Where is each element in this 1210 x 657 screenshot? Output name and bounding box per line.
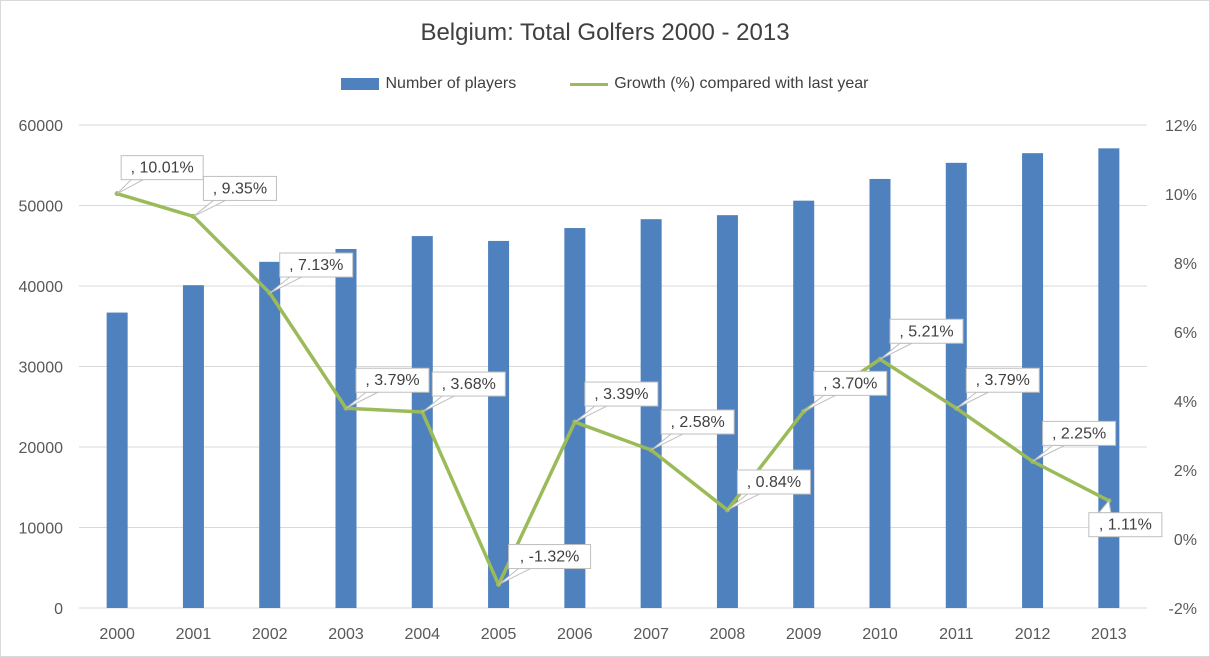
data-label-box [584, 381, 659, 407]
x-tick-label: 2003 [328, 626, 364, 643]
y-right-tick-label: 2% [1174, 463, 1197, 480]
legend-label-growth: Growth (%) compared with last year [614, 75, 869, 92]
y-left-tick-label: 60000 [19, 118, 64, 135]
data-label-box [431, 371, 506, 397]
y-left-tick-label: 50000 [19, 199, 64, 216]
data-label-text: , -1.32% [520, 549, 580, 566]
data-label-box [202, 175, 277, 201]
data-label-text: , 2.58% [671, 414, 725, 431]
bar [564, 228, 586, 609]
data-label: , 3.39% [574, 381, 659, 423]
data-label-text: , 2.25% [1052, 425, 1106, 442]
x-tick-label: 2012 [1015, 626, 1051, 643]
data-label-text: , 0.84% [747, 474, 801, 491]
x-tick-label: 2011 [939, 626, 974, 643]
x-tick-label: 2002 [252, 626, 288, 643]
data-label: , -1.32% [498, 544, 592, 585]
legend: Number of players Growth (%) compared wi… [1, 75, 1209, 93]
data-label: , 5.21% [879, 318, 964, 360]
bar [106, 312, 128, 608]
data-label-box [889, 318, 964, 344]
x-tick-label: 2006 [557, 626, 593, 643]
data-label: , 3.68% [421, 371, 506, 413]
x-tick-label: 2007 [633, 626, 669, 643]
growth-line [116, 191, 1110, 587]
y-right-tick-label: 6% [1174, 325, 1197, 342]
data-label-text: , 5.21% [899, 323, 953, 340]
data-label: , 7.13% [269, 252, 354, 294]
data-label: , 3.79% [345, 367, 430, 409]
data-label-box [508, 544, 592, 570]
data-label-text: , 1.11% [1099, 517, 1152, 534]
data-label: , 2.58% [650, 409, 735, 451]
data-label: , 2.25% [1032, 420, 1117, 462]
data-label-text: , 3.39% [594, 386, 648, 403]
data-label: , 10.01% [116, 155, 204, 195]
data-label: , 3.79% [955, 367, 1040, 409]
bar [411, 236, 433, 608]
y-right-tick-label: 4% [1174, 394, 1197, 411]
x-tick-label: 2000 [99, 626, 135, 643]
data-label-box [965, 367, 1040, 393]
data-label-pointer [193, 199, 226, 217]
axes: 0 10000 20000 30000 40000 50000 60000 -2% 0% 2% 4%… [19, 118, 1198, 643]
x-tick-label: 2005 [481, 626, 517, 643]
x-tick-label: 2013 [1091, 626, 1127, 643]
legend-item-players: Number of players [341, 75, 516, 93]
y-left-tick-label: 0 [54, 601, 63, 618]
data-label: , 0.84% [727, 469, 811, 511]
x-tick-label: 2004 [404, 626, 440, 643]
bar [259, 261, 281, 608]
data-label: , 3.70% [803, 370, 888, 412]
data-label-text: , 10.01% [131, 160, 194, 177]
data-label-text: , 3.70% [823, 375, 877, 392]
legend-swatch-growth [570, 82, 609, 86]
data-label: , 1.11% [1088, 499, 1163, 538]
data-labels: , 10.01% , 9.35% , 7.13% , 3.79% , 3.68% , -1… [116, 155, 1163, 585]
data-label-box [1088, 512, 1163, 538]
y-right-tick-label: 10% [1165, 187, 1197, 204]
data-label: , 9.35% [193, 175, 277, 217]
chart-title: Belgium: Total Golfers 2000 - 2013 [420, 19, 790, 46]
x-tick-label: 2009 [786, 626, 822, 643]
data-label-box [1042, 420, 1117, 446]
y-left-tick-label: 20000 [19, 440, 64, 457]
y-left-tick-label: 40000 [19, 279, 64, 296]
bar [335, 248, 357, 608]
data-label-box [736, 469, 811, 495]
data-label-box [120, 155, 204, 181]
x-tick-label: 2010 [862, 626, 898, 643]
bar [945, 162, 967, 608]
data-label-text: , 9.35% [213, 180, 267, 197]
y-left-tick-label: 30000 [19, 360, 64, 377]
bar [182, 285, 204, 608]
gridlines [79, 124, 1147, 609]
y-right-tick-label: 0% [1174, 532, 1197, 549]
y-right-tick-label: 8% [1174, 256, 1197, 273]
data-label-text: , 3.68% [442, 376, 496, 393]
legend-swatch-players [341, 78, 380, 90]
data-label-text: , 3.79% [976, 372, 1030, 389]
y-right-tick-label: 12% [1165, 118, 1197, 135]
bar [640, 219, 662, 608]
data-label-text: , 3.79% [365, 372, 419, 389]
legend-item-growth: Growth (%) compared with last year [570, 75, 869, 93]
legend-label-players: Number of players [385, 75, 517, 92]
data-label-pointer [116, 179, 144, 195]
x-tick-label: 2008 [710, 626, 746, 643]
bar [488, 240, 510, 609]
data-label-box [813, 370, 888, 396]
y-right-tick-label: -2% [1169, 601, 1197, 618]
bar [793, 200, 815, 609]
y-left-tick-label: 10000 [19, 521, 64, 538]
bar [1098, 148, 1120, 608]
x-tick-label: 2001 [176, 626, 212, 643]
data-label-text: , 7.13% [289, 257, 343, 274]
data-label-box [279, 252, 354, 278]
data-label-box [355, 367, 430, 393]
data-label-box [660, 409, 735, 435]
